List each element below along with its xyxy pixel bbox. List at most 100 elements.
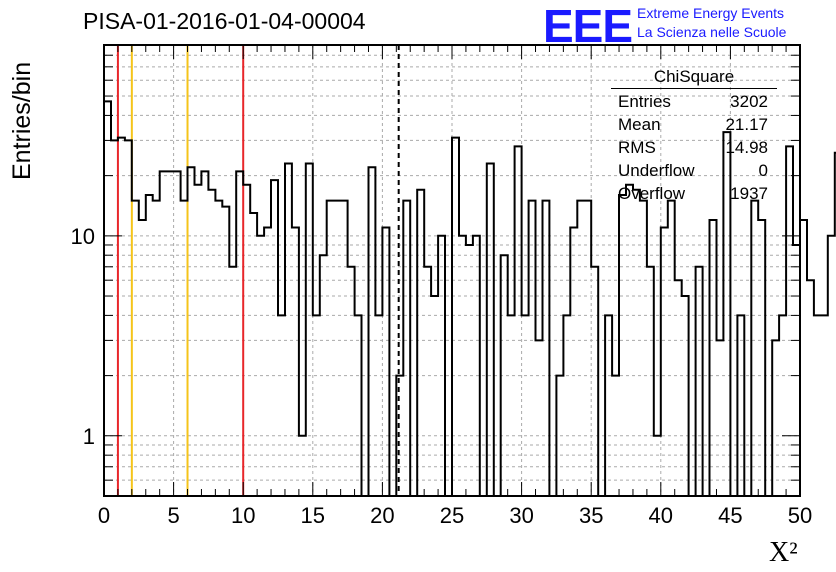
histogram-bin xyxy=(222,207,229,496)
histogram-bin xyxy=(278,315,285,496)
histogram-bin xyxy=(675,280,682,496)
histogram-bin xyxy=(563,315,570,496)
histogram-bin xyxy=(250,213,257,496)
histogram-bin xyxy=(654,436,661,496)
histogram-bin xyxy=(257,236,264,496)
stats-label: Entries xyxy=(618,92,671,111)
histogram-bin xyxy=(466,245,473,496)
histogram-bin xyxy=(320,255,327,496)
stats-row: Entries 3202 xyxy=(611,90,777,113)
stats-label: Overflow xyxy=(618,184,686,203)
histogram-series xyxy=(104,100,836,497)
histogram-bin xyxy=(229,267,236,496)
eee-logo: EEE xyxy=(543,0,633,52)
stats-row: Underflow 0 xyxy=(611,159,777,182)
histogram-bin xyxy=(111,140,118,496)
x-tick-label: 50 xyxy=(788,503,812,528)
histogram-bin xyxy=(696,267,703,496)
tick-labels: 0 5 10 15 20 25 30 35 40 45 50 1 10 xyxy=(71,224,813,528)
stats-row: Overflow 1937 xyxy=(611,182,777,205)
stats-value: 1937 xyxy=(730,184,768,203)
histogram-bin xyxy=(682,296,689,496)
x-tick-label: 35 xyxy=(579,503,603,528)
stats-value: 3202 xyxy=(730,92,768,111)
histogram-bin xyxy=(605,315,612,496)
histogram-bin xyxy=(403,201,410,496)
histogram-bin xyxy=(536,340,543,496)
histogram-bin xyxy=(487,163,494,496)
histogram-bin xyxy=(438,236,445,496)
x-axis-label: X² xyxy=(769,537,798,568)
x-tick-label: 30 xyxy=(509,503,533,528)
stats-label: RMS xyxy=(618,138,656,157)
histogram-bin xyxy=(146,195,153,496)
histogram-bin xyxy=(529,201,536,496)
histogram-bin xyxy=(640,201,647,496)
histogram-bin xyxy=(327,201,334,496)
histogram-bin xyxy=(800,220,807,496)
x-tick-label: 20 xyxy=(370,503,394,528)
histogram-bin xyxy=(786,146,793,496)
stats-title: ChiSquare xyxy=(611,66,777,89)
histogram-bin xyxy=(647,267,654,496)
histogram-bin xyxy=(215,201,222,496)
histogram-bin xyxy=(417,190,424,496)
x-tick-label: 40 xyxy=(649,503,673,528)
x-tick-label: 45 xyxy=(718,503,742,528)
axis-ticks xyxy=(103,44,801,497)
histogram-bin xyxy=(118,138,125,496)
x-tick-label: 25 xyxy=(440,503,464,528)
histogram-bin xyxy=(153,201,160,496)
histogram-bin xyxy=(243,185,250,496)
histogram-bin xyxy=(306,163,313,496)
stats-label: Underflow xyxy=(618,161,695,180)
histogram-bin xyxy=(710,220,717,496)
histogram-bin xyxy=(208,190,215,496)
histogram-bin xyxy=(160,171,167,496)
histogram-bin xyxy=(348,267,355,496)
histogram-bin xyxy=(292,228,299,496)
histogram-bin xyxy=(807,280,814,496)
histogram-bin xyxy=(167,171,174,496)
histogram-bin xyxy=(368,167,375,496)
x-tick-label: 0 xyxy=(98,503,110,528)
histogram-bin xyxy=(821,315,828,496)
histogram-bin xyxy=(793,245,800,496)
chart-title: PISA-01-2016-01-04-00004 xyxy=(83,8,366,34)
histogram-bin xyxy=(591,267,598,496)
histogram-bin xyxy=(570,228,577,496)
stats-box: ChiSquare Entries 3202 Mean 21.17 RMS 14.98… xyxy=(611,66,777,205)
histogram-bin xyxy=(341,201,348,496)
histogram-bin xyxy=(522,315,529,496)
histogram-bin xyxy=(194,185,201,496)
histogram-bin xyxy=(355,315,362,496)
stats-row: RMS 14.98 xyxy=(611,136,777,159)
histogram-bin xyxy=(313,315,320,496)
histogram-bin xyxy=(814,315,821,496)
histogram-bin xyxy=(577,201,584,496)
histogram-bin xyxy=(188,167,195,496)
histogram-bin xyxy=(661,228,668,496)
histogram-bin xyxy=(174,171,181,496)
histogram-bin xyxy=(236,171,243,496)
histogram-bin xyxy=(508,315,515,496)
histogram-line xyxy=(104,100,836,497)
stats-value: 0 xyxy=(758,161,768,180)
histogram-bin xyxy=(132,201,139,496)
stats-label: Mean xyxy=(618,115,661,134)
logo-line-2: La Scienza nelle Scuole xyxy=(637,24,787,40)
histogram-bin xyxy=(375,315,382,496)
histogram-bin xyxy=(181,201,188,496)
x-tick-label: 5 xyxy=(167,503,179,528)
histogram-bin xyxy=(542,201,549,496)
histogram-bin xyxy=(264,228,271,496)
histogram-bin xyxy=(584,201,591,496)
histogram-bin xyxy=(501,255,508,496)
x-tick-label: 10 xyxy=(231,503,255,528)
histogram-bin xyxy=(201,171,208,496)
histogram-bin xyxy=(396,376,403,496)
histogram-bin xyxy=(633,190,640,496)
histogram-bin xyxy=(424,267,431,496)
histogram-bin xyxy=(779,315,786,496)
histogram-bin xyxy=(612,376,619,496)
